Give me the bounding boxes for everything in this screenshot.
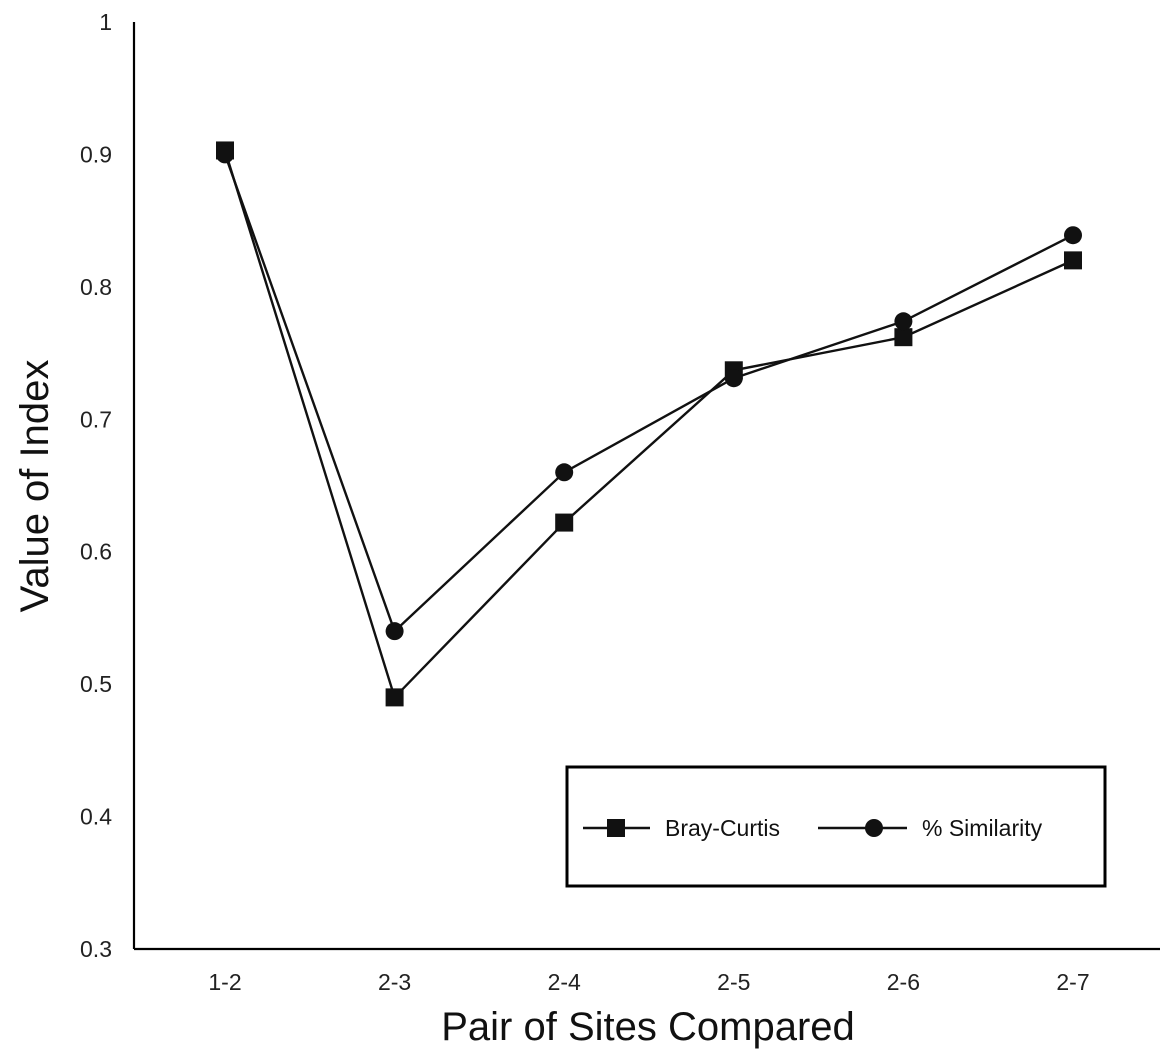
data-point-bray-curtis bbox=[385, 688, 404, 707]
y-tick-label: 0.7 bbox=[80, 406, 112, 432]
x-tick-label: 2-3 bbox=[378, 969, 411, 995]
data-point-similarity bbox=[1064, 226, 1082, 245]
data-point-similarity bbox=[724, 369, 743, 388]
series-layer bbox=[216, 141, 1082, 707]
data-point-similarity bbox=[385, 622, 404, 641]
x-tick-labels: 1-2 2-3 2-4 2-5 2-6 2-7 bbox=[208, 969, 1089, 995]
legend-marker-similarity bbox=[865, 819, 883, 837]
legend-marker-bray-curtis bbox=[607, 819, 625, 837]
x-tick-label: 2-6 bbox=[887, 969, 920, 995]
legend-label-bray-curtis: Bray-Curtis bbox=[665, 815, 780, 841]
x-tick-label: 2-5 bbox=[717, 969, 750, 995]
data-point-bray-curtis bbox=[555, 513, 574, 532]
y-tick-label: 0.5 bbox=[80, 671, 112, 697]
series-line-bray-curtis bbox=[223, 150, 1074, 700]
data-point-similarity bbox=[894, 312, 913, 331]
legend-label-similarity: % Similarity bbox=[922, 815, 1043, 841]
legend: Bray-Curtis % Similarity bbox=[565, 765, 1107, 888]
data-point-bray-curtis bbox=[894, 328, 913, 347]
x-tick-label: 2-7 bbox=[1056, 969, 1089, 995]
y-tick-label: 0.8 bbox=[80, 274, 112, 300]
y-axis-title: Value of Index bbox=[13, 360, 57, 613]
y-tick-label: 1 bbox=[99, 9, 112, 35]
series-line-similarity bbox=[223, 153, 1074, 634]
y-tick-label: 0.3 bbox=[80, 936, 112, 962]
data-point-similarity bbox=[216, 145, 234, 164]
x-tick-label: 2-4 bbox=[548, 969, 581, 995]
y-tick-labels: 0.3 0.4 0.5 0.6 0.7 0.8 0.9 1 bbox=[80, 9, 112, 962]
y-tick-label: 0.4 bbox=[80, 804, 112, 830]
y-tick-label: 0.9 bbox=[80, 141, 112, 167]
legend-box bbox=[565, 765, 1107, 888]
x-tick-label: 1-2 bbox=[208, 969, 241, 995]
data-point-similarity bbox=[555, 463, 574, 482]
axes bbox=[132, 22, 1160, 951]
x-axis-title: Pair of Sites Compared bbox=[441, 1005, 855, 1049]
y-tick-label: 0.6 bbox=[80, 539, 112, 565]
data-point-bray-curtis bbox=[1064, 251, 1082, 270]
